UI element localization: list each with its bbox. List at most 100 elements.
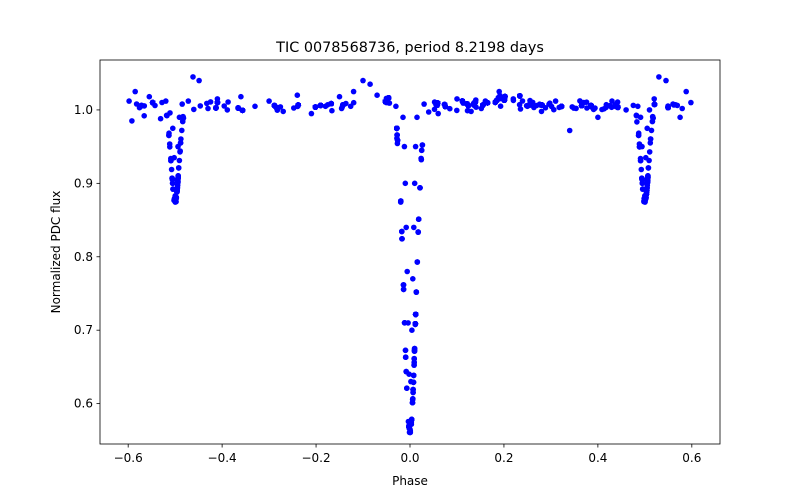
data-point — [529, 99, 536, 106]
data-point — [412, 321, 419, 328]
x-tick-label: 0.4 — [588, 451, 607, 465]
data-point — [179, 118, 186, 125]
data-point — [308, 110, 315, 117]
data-point — [157, 115, 164, 122]
data-point — [400, 114, 406, 121]
data-point — [191, 106, 197, 113]
data-point — [609, 98, 615, 104]
data-point — [663, 77, 669, 84]
data-point — [639, 143, 645, 150]
data-point — [409, 399, 416, 406]
y-tick-label: 0.6 — [74, 397, 93, 411]
data-point — [415, 216, 422, 222]
data-point — [312, 104, 319, 110]
data-point — [496, 88, 503, 95]
data-point — [418, 156, 425, 163]
data-point — [411, 224, 417, 231]
data-point — [197, 103, 204, 109]
data-point — [411, 347, 418, 353]
data-point — [410, 386, 416, 393]
data-point — [347, 103, 354, 110]
data-point — [179, 127, 185, 134]
data-point — [645, 174, 651, 180]
x-tick-label: −0.2 — [301, 451, 330, 465]
data-point — [141, 113, 147, 119]
data-point — [168, 166, 175, 173]
data-point — [175, 165, 182, 171]
data-point — [651, 101, 658, 108]
data-point — [213, 105, 219, 111]
x-tick-label: 0.2 — [494, 451, 513, 465]
data-point — [166, 141, 173, 147]
data-point — [414, 259, 421, 265]
data-point — [547, 100, 553, 106]
data-point — [175, 143, 181, 150]
data-point — [340, 102, 346, 108]
data-point — [224, 107, 231, 113]
data-point — [336, 93, 343, 100]
data-point — [640, 176, 646, 183]
data-point — [221, 103, 227, 109]
data-point — [442, 103, 449, 110]
data-point — [360, 77, 366, 84]
data-point — [170, 186, 176, 192]
data-point — [280, 108, 287, 115]
data-point — [169, 180, 176, 187]
data-point — [623, 107, 629, 113]
data-point — [415, 229, 422, 235]
data-point — [399, 236, 405, 242]
data-point — [402, 347, 409, 354]
data-point — [171, 154, 177, 161]
data-point — [552, 98, 559, 104]
data-point — [510, 96, 517, 102]
data-point — [688, 99, 694, 106]
data-point — [524, 103, 531, 110]
data-point — [317, 102, 324, 109]
data-point — [454, 96, 460, 102]
data-point — [645, 165, 652, 171]
data-point — [517, 93, 523, 99]
data-point — [425, 109, 432, 115]
data-point — [152, 102, 158, 109]
data-point — [418, 147, 425, 154]
data-point — [566, 127, 573, 134]
data-point — [643, 154, 649, 161]
data-point — [399, 228, 405, 235]
data-point — [459, 98, 466, 104]
data-point — [350, 88, 357, 95]
data-point — [558, 103, 565, 110]
data-point — [417, 185, 423, 191]
data-point — [641, 198, 647, 205]
data-point — [406, 371, 412, 378]
data-point — [411, 180, 418, 187]
data-point — [400, 282, 407, 288]
data-point — [677, 114, 683, 121]
data-point — [407, 426, 413, 433]
data-point — [646, 107, 653, 113]
data-point — [383, 99, 390, 106]
x-tick-label: 0.0 — [400, 451, 419, 465]
data-point — [497, 103, 504, 109]
data-point — [179, 101, 185, 107]
data-point — [405, 320, 411, 326]
data-point — [185, 98, 192, 104]
data-point — [169, 175, 175, 181]
data-point — [294, 92, 301, 98]
data-point — [328, 100, 335, 107]
data-point — [634, 119, 640, 125]
data-markers — [126, 74, 694, 436]
data-point — [404, 268, 411, 275]
data-point — [454, 107, 460, 114]
y-tick-label: 1.0 — [74, 103, 93, 117]
data-point — [656, 74, 662, 80]
data-point — [367, 81, 373, 87]
data-point — [394, 137, 401, 144]
data-point — [519, 98, 526, 104]
data-point — [464, 101, 470, 107]
data-point — [225, 99, 231, 105]
y-axis-label: Normalized PDC flux — [49, 191, 63, 314]
chart-title: TIC 0078568736, period 8.2198 days — [275, 40, 544, 56]
data-point — [398, 198, 404, 204]
data-point — [615, 104, 621, 110]
data-point — [642, 193, 648, 199]
